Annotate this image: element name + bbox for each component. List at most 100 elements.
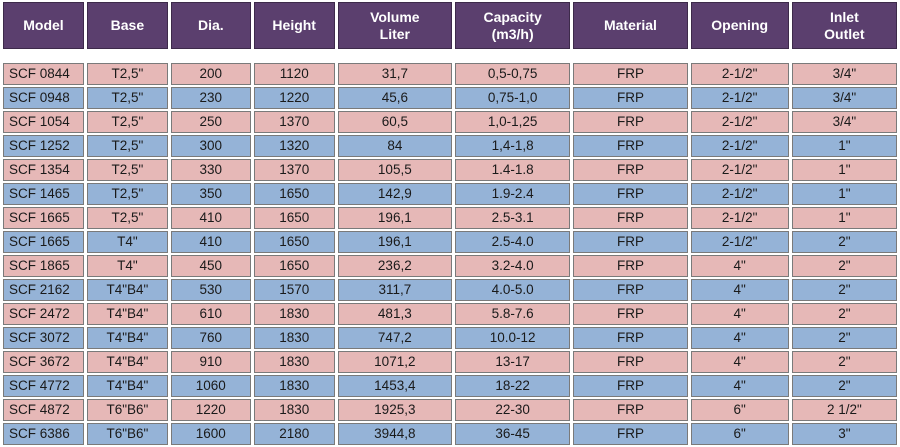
cell-opening: 2-1/2" [690,87,789,109]
table-row: SCF 1354 T2,5" 330 1370 105,5 1.4-1.8 FRP 2-1/2… [3,159,897,181]
cell-material: FRP [573,255,688,277]
table-row: SCF 0844 T2,5" 200 1120 31,7 0,5-0,75 FRP 2-1/2… [3,63,897,85]
cell-diameter: 760 [170,327,251,349]
cell-opening: 6" [690,399,789,421]
cell-capacity: 0,5-0,75 [454,63,571,85]
cell-base: T2,5" [86,159,168,181]
cell-material: FRP [573,423,688,445]
table-row: SCF 1465 T2,5" 350 1650 142,9 1.9-2.4 FRP 2-1/2… [3,183,897,205]
cell-base: T4"B4" [86,303,168,325]
table-row: SCF 1252 T2,5" 300 1320 84 1,4-1,8 FRP 2-1/2" 1" [3,135,897,157]
cell-inlet-outlet: 1" [791,135,897,157]
column-header-text: Material [603,17,657,33]
cell-base: T2,5" [86,63,168,85]
cell-model: SCF 1054 [3,111,84,133]
cell-inlet-outlet: 3/4" [791,111,897,133]
cell-opening: 2-1/2" [690,159,789,181]
cell-model: SCF 1354 [3,159,84,181]
cell-material: FRP [573,207,688,229]
cell-model: SCF 1665 [3,231,84,253]
cell-inlet-outlet: 2" [791,375,897,397]
cell-capacity: 1,0-1,25 [454,111,571,133]
column-header-text: Capacity [483,8,542,25]
cell-base: T2,5" [86,87,168,109]
column-header-text: Volume [370,8,420,25]
cell-material: FRP [573,231,688,253]
cell-inlet-outlet: 3/4" [791,63,897,85]
cell-base: T6"B6" [86,423,168,445]
cell-inlet-outlet: 1" [791,207,897,229]
cell-inlet-outlet: 2" [791,327,897,349]
table-row: SCF 6386 T6"B6" 1600 2180 3944,8 36-45 FRP 6" 3" [3,423,897,445]
cell-height: 1570 [253,279,335,301]
cell-material: FRP [573,183,688,205]
table-body: SCF 0844 T2,5" 200 1120 31,7 0,5-0,75 FRP 2-1/2… [3,51,897,445]
cell-capacity: 1,4-1,8 [454,135,571,157]
cell-diameter: 1600 [170,423,251,445]
cell-opening: 4" [690,303,789,325]
column-header-text: Liter [379,25,410,42]
spacer-cell [3,51,897,61]
cell-base: T6"B6" [86,399,168,421]
table-row: SCF 1665 T4" 410 1650 196,1 2.5-4.0 FRP 2-1/2" 2… [3,231,897,253]
cell-diameter: 330 [170,159,251,181]
cell-height: 1370 [253,159,335,181]
cell-volume-liter: 236,2 [337,255,452,277]
cell-model: SCF 4872 [3,399,84,421]
cell-height: 1120 [253,63,335,85]
cell-volume-liter: 1453,4 [337,375,452,397]
cell-height: 1650 [253,183,335,205]
cell-capacity: 0,75-1,0 [454,87,571,109]
cell-opening: 4" [690,327,789,349]
cell-material: FRP [573,279,688,301]
cell-diameter: 610 [170,303,251,325]
cell-height: 1320 [253,135,335,157]
cell-material: FRP [573,135,688,157]
cell-base: T4"B4" [86,327,168,349]
cell-model: SCF 3072 [3,327,84,349]
cell-volume-liter: 481,3 [337,303,452,325]
table-row: SCF 1665 T2,5" 410 1650 196,1 2.5-3.1 FRP 2-1/2… [3,207,897,229]
cell-diameter: 450 [170,255,251,277]
cell-model: SCF 6386 [3,423,84,445]
cell-material: FRP [573,159,688,181]
cell-capacity: 3.2-4.0 [454,255,571,277]
cell-height: 1830 [253,303,335,325]
table-row: SCF 0948 T2,5" 230 1220 45,6 0,75-1,0 FRP 2-1/2… [3,87,897,109]
cell-inlet-outlet: 2" [791,231,897,253]
cell-diameter: 230 [170,87,251,109]
cell-height: 1830 [253,399,335,421]
cell-inlet-outlet: 2" [791,303,897,325]
cell-height: 1830 [253,375,335,397]
cell-material: FRP [573,111,688,133]
cell-opening: 4" [690,351,789,373]
table-row: SCF 1865 T4" 450 1650 236,2 3.2-4.0 FRP 4" 2" [3,255,897,277]
cell-volume-liter: 196,1 [337,207,452,229]
cell-opening: 2-1/2" [690,63,789,85]
cell-model: SCF 0948 [3,87,84,109]
cell-opening: 2-1/2" [690,231,789,253]
cell-model: SCF 0844 [3,63,84,85]
column-header-material: Material [573,2,688,49]
cell-diameter: 1060 [170,375,251,397]
cell-opening: 2-1/2" [690,183,789,205]
column-header-volume-liter: Volume Liter [337,2,452,49]
cell-height: 1830 [253,327,335,349]
cell-diameter: 250 [170,111,251,133]
cell-capacity: 36-45 [454,423,571,445]
cell-opening: 2-1/2" [690,207,789,229]
cell-model: SCF 2162 [3,279,84,301]
column-header-text: Base [110,17,145,33]
cell-model: SCF 4772 [3,375,84,397]
cell-diameter: 910 [170,351,251,373]
cell-height: 2180 [253,423,335,445]
column-header-diameter: Dia. [170,2,251,49]
cell-opening: 2-1/2" [690,135,789,157]
column-header-capacity: Capacity (m3/h) [454,2,571,49]
cell-volume-liter: 747,2 [337,327,452,349]
cell-volume-liter: 60,5 [337,111,452,133]
header-row: Model Base Dia. Height Volume Liter Capacity (m… [3,2,897,49]
table-row: SCF 3672 T4"B4" 910 1830 1071,2 13-17 FRP 4" 2" [3,351,897,373]
cell-capacity: 2.5-3.1 [454,207,571,229]
column-header-text: Model [23,17,64,33]
